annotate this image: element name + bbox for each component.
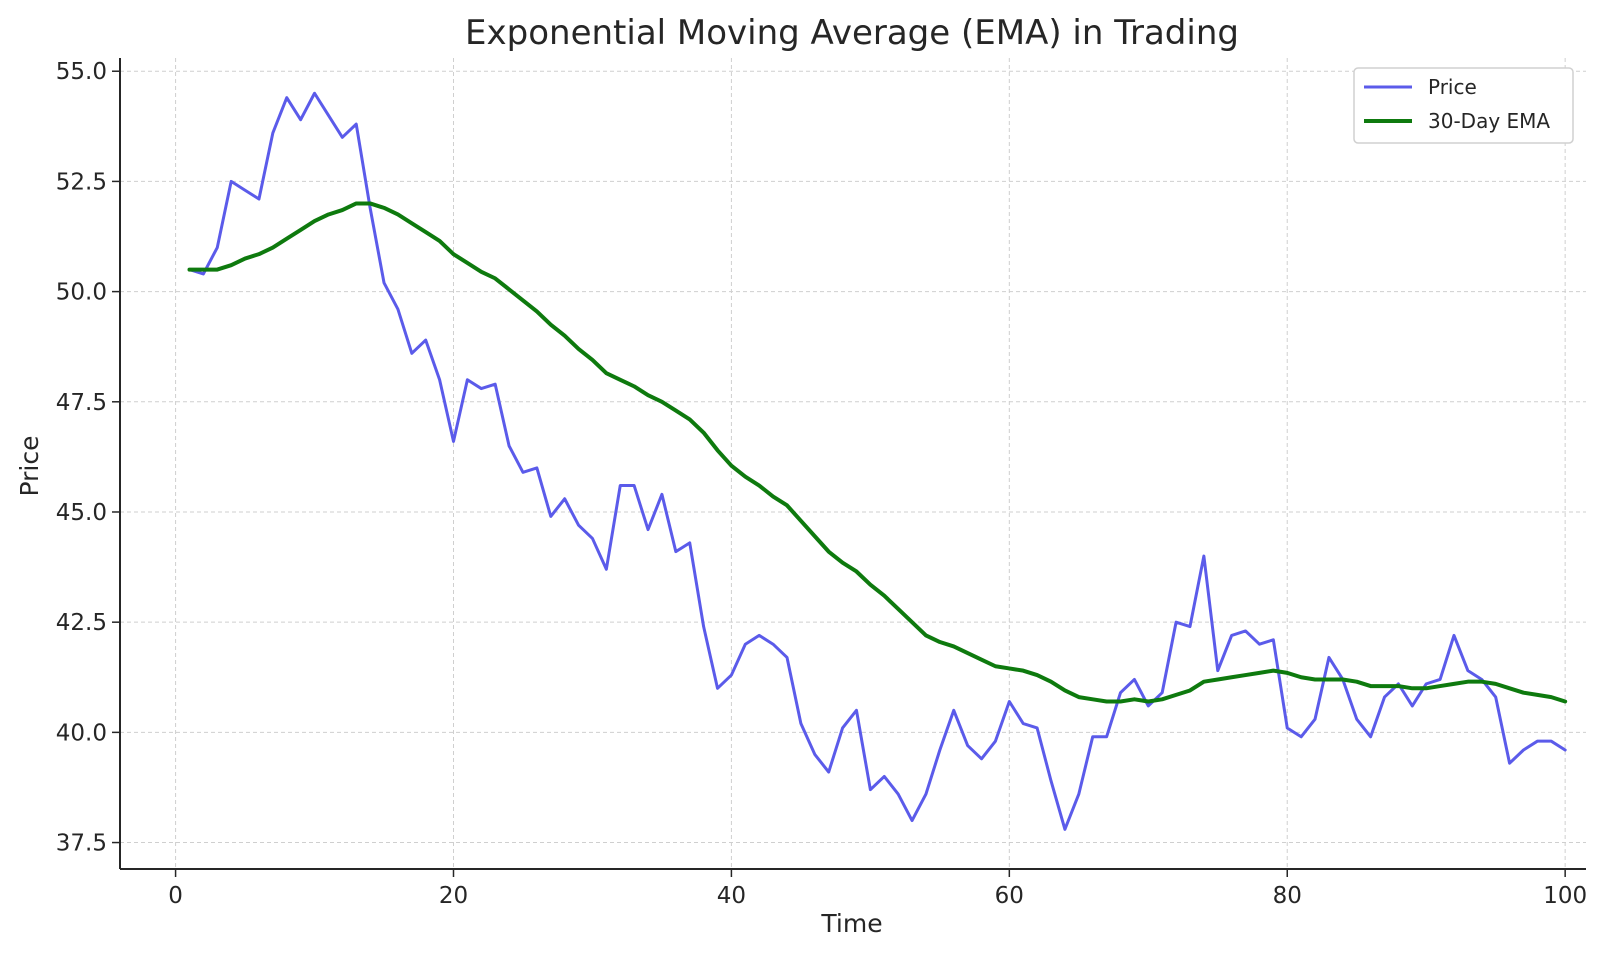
chart-title: Exponential Moving Average (EMA) in Trad… [465, 13, 1239, 53]
x-tick-label: 100 [1543, 883, 1587, 909]
x-tick-label: 60 [995, 883, 1024, 909]
legend: Price 30-Day EMA [1353, 67, 1574, 144]
y-tick-label: 42.5 [56, 610, 107, 636]
y-tick-label: 40.0 [56, 720, 107, 746]
grid-lines [120, 58, 1586, 869]
tick-labels: 0 20 40 60 80 100 37.5 40.0 42.5 45.0 47.5 50.0 52.5… [56, 59, 1587, 909]
tick-marks [112, 70, 1566, 877]
ema-series-line [187, 201, 1568, 704]
x-tick-label: 20 [439, 883, 468, 909]
x-axis-label: Time [820, 909, 882, 938]
legend-label-price: Price [1428, 75, 1477, 99]
x-tick-label: 80 [1273, 883, 1302, 909]
y-tick-label: 47.5 [56, 390, 107, 416]
x-tick-label: 0 [168, 883, 183, 909]
y-tick-label: 50.0 [56, 280, 107, 306]
series-layer [187, 91, 1568, 831]
x-tick-label: 40 [717, 883, 746, 909]
price-series-line [187, 91, 1567, 831]
y-axis-label: Price [15, 436, 44, 497]
y-tick-label: 55.0 [56, 59, 107, 85]
axes [119, 58, 1586, 870]
y-tick-label: 52.5 [56, 169, 107, 195]
y-tick-label: 45.0 [56, 500, 107, 526]
legend-label-ema: 30-Day EMA [1428, 109, 1550, 133]
y-tick-label: 37.5 [56, 831, 107, 857]
